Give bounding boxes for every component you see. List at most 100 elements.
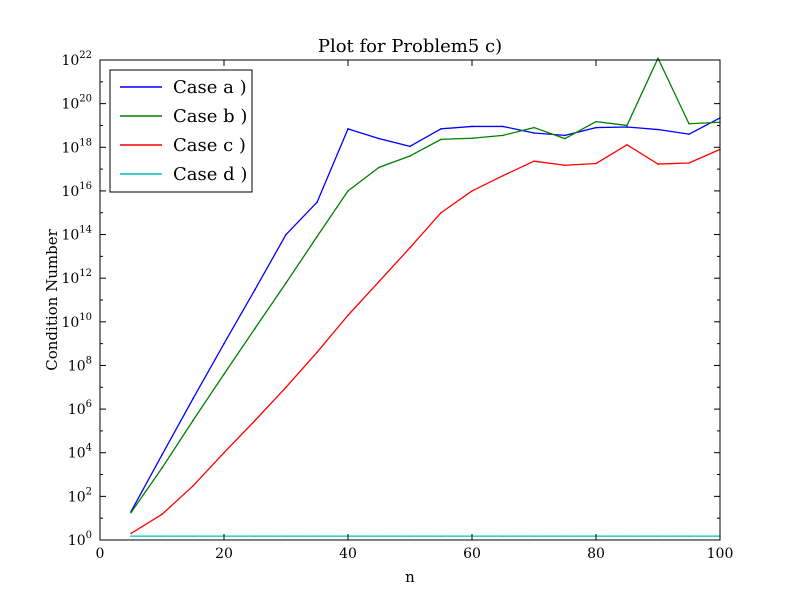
- data-point-case-b: [161, 467, 163, 469]
- data-point-case-c: [223, 451, 225, 454]
- data-point-case-a: [161, 454, 163, 456]
- series-line-case-b: [130, 57, 721, 513]
- data-point-case-c: [409, 246, 411, 249]
- data-point-case-d: [192, 535, 194, 537]
- x-tick-label: 100: [707, 546, 734, 562]
- y-tick-base: 10: [68, 489, 86, 505]
- data-point-case-a: [595, 126, 597, 129]
- x-tick-label: 0: [96, 546, 105, 562]
- data-point-case-d: [161, 535, 163, 537]
- series-line-case-c: [130, 144, 721, 534]
- data-point-case-b: [130, 511, 132, 514]
- data-point-case-b: [347, 190, 349, 192]
- data-point-case-d: [533, 535, 535, 537]
- legend: Case a ) Case b ) Case c ) Case d ): [109, 69, 253, 193]
- data-point-case-b: [626, 124, 628, 127]
- data-point-case-c: [285, 386, 287, 389]
- data-point-case-a: [316, 201, 318, 204]
- x-axis: 0 20 40 60 80 100: [96, 60, 734, 562]
- data-point-case-a: [533, 132, 535, 134]
- x-axis-label: n: [405, 568, 415, 586]
- y-tick-base: 10: [61, 53, 79, 69]
- data-point-case-c: [440, 211, 442, 214]
- y-tick-exponent: 10: [79, 312, 92, 323]
- data-point-case-c: [378, 280, 380, 283]
- data-point-case-d: [626, 535, 628, 537]
- data-point-case-c: [626, 143, 628, 146]
- data-point-case-d: [316, 535, 318, 537]
- data-point-case-a: [626, 126, 628, 128]
- x-tick-label: 40: [339, 546, 357, 562]
- y-tick-label: 1016: [61, 181, 92, 200]
- y-tick-exponent: 20: [79, 94, 92, 105]
- y-tick-label: 100: [68, 530, 92, 549]
- y-tick-base: 10: [61, 97, 79, 113]
- data-point-case-a: [254, 288, 256, 291]
- legend-label: Case c ): [173, 135, 246, 156]
- data-point-case-b: [254, 327, 256, 330]
- y-tick-base: 10: [68, 446, 86, 462]
- y-tick-exponent: 14: [79, 225, 92, 236]
- data-point-case-d: [130, 535, 132, 537]
- y-tick-base: 10: [61, 228, 79, 244]
- data-point-case-a: [285, 233, 287, 236]
- data-point-case-b: [316, 235, 318, 238]
- data-point-case-d: [378, 535, 380, 537]
- y-tick-label: 1018: [61, 137, 92, 156]
- y-tick-exponent: 12: [79, 268, 92, 279]
- y-axis: 1001021041061081010101210141016101810201…: [61, 50, 720, 549]
- y-tick-exponent: 8: [86, 355, 92, 366]
- y-tick-base: 10: [61, 140, 79, 156]
- data-point-case-b: [440, 138, 442, 141]
- data-point-case-d: [409, 535, 411, 537]
- data-point-case-b: [533, 126, 535, 129]
- data-point-case-c: [316, 351, 318, 354]
- chart-title: Plot for Problem5 c): [318, 36, 502, 57]
- legend-label: Case a ): [173, 77, 247, 98]
- y-tick-label: 1020: [61, 94, 92, 113]
- data-point-case-a: [409, 145, 411, 148]
- data-point-case-b: [192, 419, 194, 422]
- y-tick-exponent: 0: [86, 530, 92, 541]
- y-tick-exponent: 4: [86, 443, 92, 454]
- data-point-case-b: [285, 282, 287, 284]
- y-tick-exponent: 16: [79, 181, 92, 192]
- data-point-case-c: [347, 314, 349, 317]
- y-tick-exponent: 22: [79, 50, 92, 61]
- series-line-case-a: [130, 117, 721, 512]
- data-point-case-b: [409, 155, 411, 157]
- data-point-case-a: [564, 134, 566, 137]
- data-point-case-a: [440, 128, 442, 130]
- data-point-case-a: [347, 128, 349, 130]
- data-point-case-d: [285, 535, 287, 537]
- legend-label: Case d ): [173, 164, 247, 185]
- data-point-case-c: [161, 513, 163, 516]
- y-tick-exponent: 6: [86, 399, 92, 410]
- y-tick-exponent: 18: [79, 137, 92, 148]
- y-tick-base: 10: [61, 184, 79, 200]
- data-point-case-d: [657, 535, 659, 537]
- data-point-case-c: [564, 164, 566, 167]
- data-point-case-c: [502, 174, 504, 177]
- data-point-case-b: [564, 137, 566, 140]
- y-tick-label: 106: [68, 399, 92, 418]
- y-tick-label: 1022: [61, 50, 92, 69]
- data-point-case-a: [378, 137, 380, 140]
- x-tick-label: 80: [587, 546, 605, 562]
- data-point-case-d: [564, 535, 566, 537]
- data-point-case-d: [440, 535, 442, 537]
- data-point-case-c: [657, 163, 659, 165]
- y-tick-label: 1012: [61, 268, 92, 287]
- legend-box: [109, 69, 253, 193]
- data-point-case-c: [595, 162, 597, 165]
- data-point-case-b: [471, 137, 473, 140]
- y-axis-label: Condition Number: [43, 228, 61, 370]
- data-point-case-d: [688, 535, 690, 537]
- data-point-case-c: [688, 162, 690, 164]
- data-point-case-b: [502, 134, 504, 137]
- y-tick-base: 10: [61, 315, 79, 331]
- x-tick-label: 60: [463, 546, 481, 562]
- x-tick-label: 20: [215, 546, 233, 562]
